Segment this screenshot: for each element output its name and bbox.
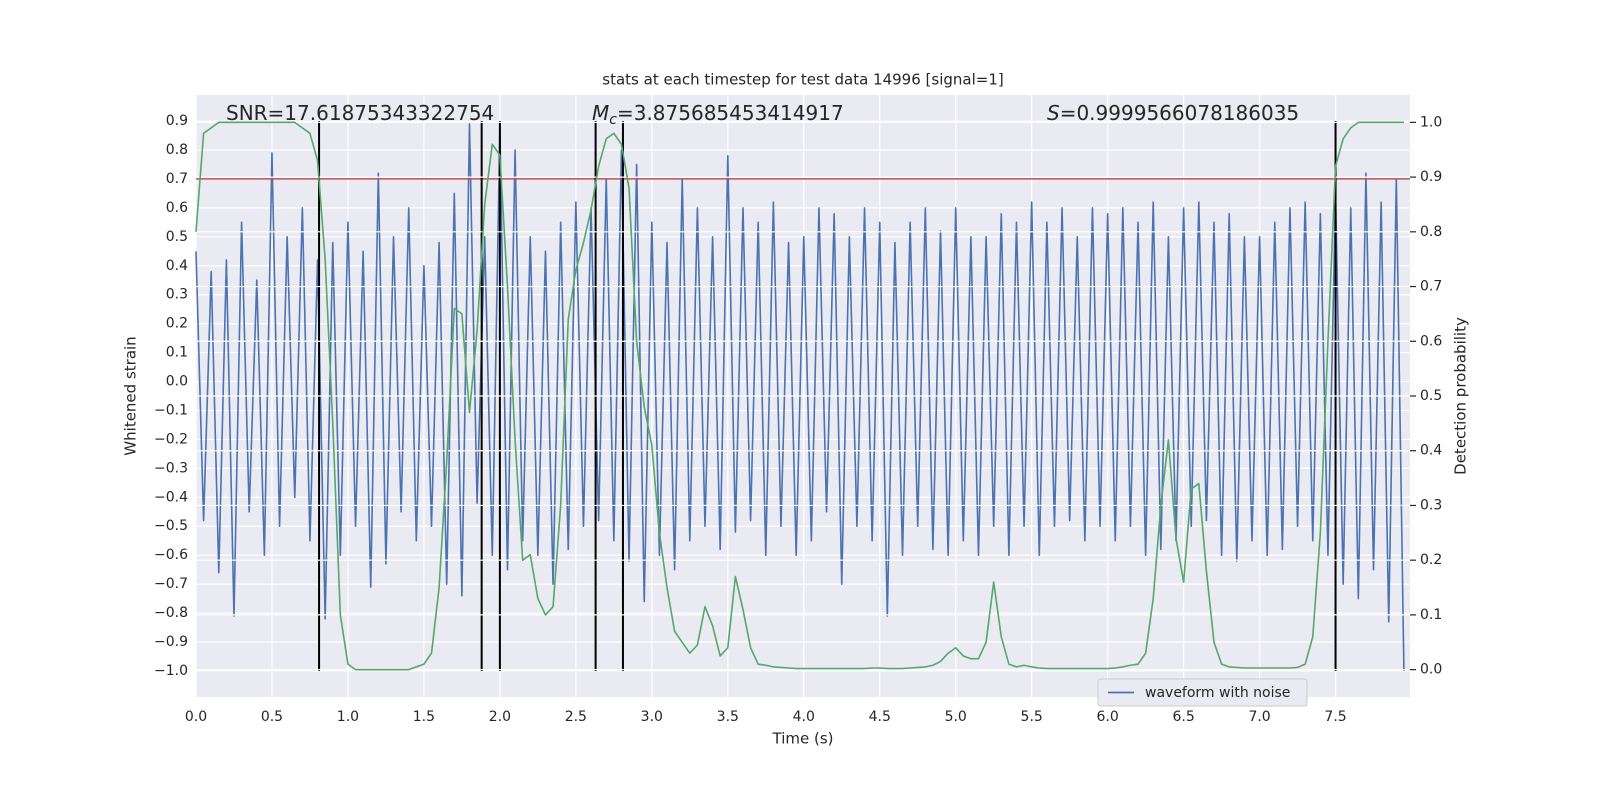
annotation: SNR=17.61875343322754	[226, 101, 494, 125]
y-tick-label: 0.1	[166, 345, 188, 361]
annotation-text: =0.9999566078186035	[1060, 101, 1299, 125]
y2-tick-label: 0.3	[1420, 497, 1442, 513]
y2-tick-label: 0.4	[1420, 443, 1442, 459]
y-tick-label: 0.0	[166, 374, 188, 390]
y-tick-label: 0.6	[166, 200, 188, 216]
x-tick-label: 3.5	[717, 709, 739, 725]
y-tick-label: 0.5	[166, 229, 188, 245]
x-tick-label: 4.0	[793, 709, 815, 725]
x-tick-label: 6.5	[1172, 709, 1194, 725]
y-tick-label: −0.2	[154, 431, 188, 447]
y2-tick-label: 0.8	[1420, 224, 1442, 240]
x-tick-label: 0.0	[185, 709, 207, 725]
legend-label: waveform with noise	[1145, 685, 1290, 701]
x-tick-label: 2.0	[489, 709, 511, 725]
y-tick-label: −1.0	[154, 663, 188, 679]
y-tick-label: −0.5	[154, 518, 188, 534]
y2-tick-label: 0.0	[1420, 662, 1442, 678]
y2-tick-label: 0.2	[1420, 552, 1442, 568]
annotation-subscript: c	[609, 112, 617, 128]
x-tick-label: 4.5	[869, 709, 891, 725]
x-tick-label: 1.5	[413, 709, 435, 725]
y-tick-label: −0.3	[154, 460, 188, 476]
y-tick-label: −0.8	[154, 605, 188, 621]
x-tick-label: 2.5	[565, 709, 587, 725]
x-tick-label: 7.0	[1248, 709, 1270, 725]
y-tick-label: −0.6	[154, 547, 188, 563]
annotation-symbol: S	[1047, 101, 1060, 125]
y-tick-label: 0.4	[166, 258, 188, 274]
annotation-symbol: M	[592, 101, 609, 125]
x-tick-label: 6.0	[1097, 709, 1119, 725]
annotation-text: SNR=17.61875343322754	[226, 101, 494, 125]
y-tick-label: 0.2	[166, 316, 188, 332]
y-tick-label: −0.7	[154, 576, 188, 592]
y2-tick-label: 1.0	[1420, 114, 1442, 130]
x-tick-label: 7.5	[1324, 709, 1346, 725]
x-tick-label: 5.5	[1021, 709, 1043, 725]
y-tick-label: 0.8	[166, 142, 188, 158]
y-axis-label: Whitened strain	[122, 336, 140, 455]
annotation: Mc=3.875685453414917	[592, 101, 844, 129]
y-tick-label: −0.9	[154, 634, 188, 650]
y2-tick-label: 0.5	[1420, 388, 1442, 404]
y2-tick-label: 0.7	[1420, 279, 1442, 295]
x-axis-label: Time (s)	[772, 730, 834, 748]
y-tick-label: 0.3	[166, 287, 188, 303]
series-line	[195, 121, 1404, 671]
y-tick-label: −0.1	[154, 402, 188, 418]
y-tick-label: 0.9	[166, 113, 188, 129]
y2-tick-label: 0.9	[1420, 169, 1442, 185]
x-tick-label: 0.5	[261, 709, 283, 725]
y2-tick-label: 0.1	[1420, 607, 1442, 623]
annotation-text: =3.875685453414917	[617, 101, 844, 125]
chart-title: stats at each timestep for test data 149…	[602, 71, 1003, 89]
y2-axis-label: Detection probability	[1452, 317, 1470, 475]
legend-box	[1097, 678, 1308, 707]
y-tick-label: −0.4	[154, 489, 188, 505]
x-tick-label: 5.0	[945, 709, 967, 725]
annotation: S=0.9999566078186035	[1047, 101, 1299, 125]
y-tick-label: 0.7	[166, 171, 188, 187]
x-tick-label: 3.0	[641, 709, 663, 725]
y2-tick-label: 0.6	[1420, 333, 1442, 349]
x-tick-label: 1.0	[337, 709, 359, 725]
